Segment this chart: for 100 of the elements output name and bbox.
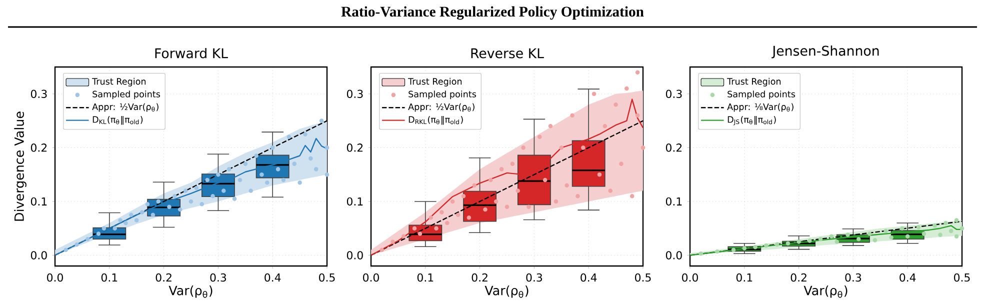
point [428, 215, 433, 220]
x-tick-label: 0.2 [472, 273, 488, 282]
x-tick-label: 0.5 [319, 273, 335, 282]
point [210, 194, 215, 198]
legend-label: D$_{RKL}$(π$_{θ}$‖π$_{old}$) [408, 116, 463, 125]
x-tick-label: 0.0 [47, 273, 63, 282]
point [954, 218, 959, 222]
point [932, 224, 937, 228]
point [698, 251, 704, 256]
point [570, 113, 574, 118]
point [504, 204, 510, 209]
point [640, 146, 646, 150]
point [178, 207, 182, 212]
point [286, 134, 292, 140]
point [922, 232, 926, 236]
point [74, 242, 79, 247]
x-tick-label: 0.4 [900, 273, 916, 282]
x-tick-label: 0.1 [736, 273, 752, 282]
text: Ratio-Variance Regularized Policy Optimization [341, 6, 644, 20]
y-tick-label: 0.2 [346, 144, 363, 152]
point [834, 240, 840, 244]
point [112, 226, 117, 230]
y-tick-label: 0.0 [666, 251, 682, 260]
point [200, 202, 204, 206]
point [944, 220, 948, 226]
legend-label: Trust Region [408, 78, 462, 86]
point [592, 92, 596, 96]
x-tick-label: 0.0 [363, 273, 379, 282]
point [774, 242, 780, 247]
point [188, 199, 194, 204]
point [938, 232, 942, 237]
x-tick-label: 0.5 [954, 273, 970, 282]
point [916, 225, 921, 230]
point [412, 226, 417, 230]
point [232, 196, 237, 201]
x-tick-label: 0.3 [845, 273, 862, 282]
point [715, 249, 720, 254]
point [129, 212, 134, 218]
point [494, 199, 498, 204]
point [96, 232, 101, 236]
point [319, 118, 324, 123]
point [542, 178, 548, 182]
point [867, 232, 872, 236]
y-tick-label: 0.0 [346, 251, 363, 260]
x-tick-label: 0.4 [580, 273, 597, 282]
legend-label: Sampled points [92, 90, 160, 100]
point [324, 172, 330, 177]
point [753, 245, 758, 250]
point [564, 183, 569, 188]
point [281, 178, 286, 182]
point [829, 234, 834, 239]
chart-title: Reverse KL [471, 48, 544, 58]
point [554, 199, 558, 204]
y-tick-label: 0.3 [346, 90, 363, 98]
legend-label: Appr: ½Var(ρ$_{θ}$) [92, 103, 158, 112]
point [960, 226, 964, 230]
point [440, 210, 444, 214]
point [140, 210, 144, 214]
point [786, 241, 790, 246]
y-tick-label: 0.0 [30, 251, 47, 260]
point [526, 204, 531, 209]
point [602, 124, 608, 128]
point [183, 188, 188, 193]
x-axis-title: Var(ρ$_{θ}$) [168, 285, 212, 298]
point [884, 228, 888, 234]
point [818, 236, 823, 242]
point [238, 178, 242, 182]
point [488, 178, 493, 182]
point [472, 183, 477, 188]
y-tick-label: 0.1 [346, 197, 363, 206]
point [145, 202, 150, 206]
point [731, 248, 736, 252]
point [461, 194, 466, 198]
x-axis-title: Var(ρ$_{θ}$) [484, 285, 528, 298]
x-tick-label: 0.2 [790, 273, 806, 282]
point [597, 172, 602, 177]
legend-label: Appr: ⅛Var(ρ$_{θ}$) [727, 103, 794, 112]
point [270, 146, 275, 150]
point [314, 167, 318, 172]
legend-label: Sampled points [408, 90, 476, 100]
point [64, 248, 68, 252]
legend-label: Trust Region [92, 78, 146, 86]
point [102, 226, 106, 230]
point [466, 215, 472, 220]
point [548, 124, 553, 128]
y-tick-label: 0.3 [666, 90, 682, 98]
point [292, 162, 296, 166]
point [764, 243, 768, 248]
point [248, 188, 253, 193]
point [624, 86, 629, 91]
point [499, 167, 504, 172]
point [900, 226, 904, 230]
legend-label: Trust Region [727, 78, 781, 86]
point [538, 134, 542, 140]
x-axis-title: Var(ρ$_{θ}$) [804, 285, 848, 298]
point [576, 194, 580, 198]
x-tick-label: 0.5 [635, 273, 651, 282]
x-tick-label: 0.4 [264, 273, 281, 282]
point [390, 240, 395, 244]
y-tick-label: 0.2 [30, 144, 47, 152]
